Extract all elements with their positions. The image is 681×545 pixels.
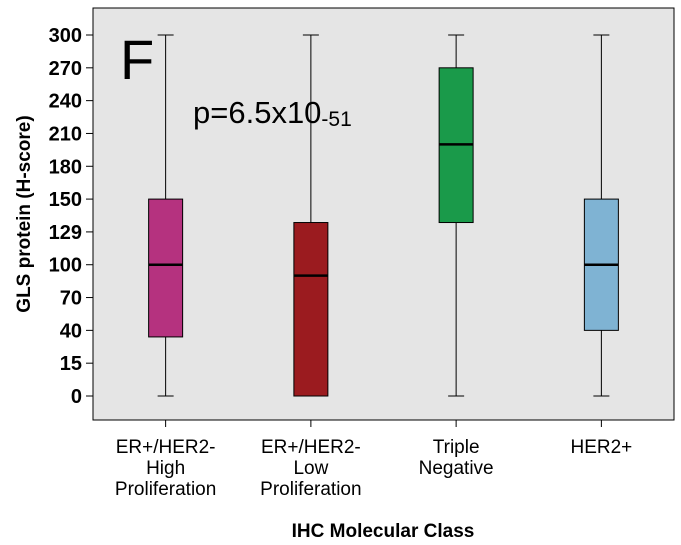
y-tick-label: 270 — [49, 58, 82, 80]
p-value-exponent: -51 — [321, 108, 351, 131]
x-category-label-line: Proliferation — [115, 479, 216, 500]
y-tick-label: 40 — [60, 320, 82, 342]
x-category-label-line: ER+/HER2- — [261, 437, 361, 458]
y-tick-label: 70 — [60, 288, 82, 310]
plot-area — [92, 7, 675, 421]
x-category-label-line: Proliferation — [260, 479, 361, 500]
box-group — [148, 34, 184, 397]
x-category-label: ER+/HER2-High Proliferation — [115, 437, 216, 500]
x-category-label: HER2+ — [570, 437, 632, 458]
box-iqr — [293, 222, 329, 397]
x-category-label-line: ER+/HER2- — [116, 437, 216, 458]
y-tick-label: 129 — [49, 222, 82, 244]
y-tick-label: 100 — [49, 255, 82, 277]
y-axis: 0 15 40 70 100 129 150 180 210 240 270 300 — [49, 25, 93, 408]
y-tick-label: 0 — [71, 386, 82, 408]
y-axis-title: GLS protein (H-score) — [14, 115, 35, 312]
panel-label: F — [120, 28, 154, 91]
y-tick-label: 240 — [49, 91, 82, 113]
y-tick-label: 300 — [49, 25, 82, 47]
x-category-label-line: HER2+ — [570, 437, 632, 458]
p-value-text: p=6.5x10 — [193, 95, 321, 130]
x-category-label-line: Low — [293, 458, 328, 479]
x-category-label: ER+/HER2-Low Proliferation — [260, 437, 361, 500]
y-tick-label: 150 — [49, 189, 82, 211]
y-tick-label: 180 — [49, 156, 82, 178]
box-iqr — [148, 198, 184, 338]
y-tick-label: 15 — [60, 353, 82, 375]
x-category-label-line: Negative — [419, 458, 494, 479]
x-category-label: Triple Negative — [419, 437, 494, 479]
x-category-label-line: Triple — [433, 437, 480, 458]
x-category-label-line: High — [146, 458, 185, 479]
box-group — [293, 34, 329, 397]
box-series — [148, 34, 619, 397]
y-tick-label: 210 — [49, 123, 82, 145]
box-group — [438, 34, 474, 397]
x-axis-title: IHC Molecular Class — [292, 521, 475, 542]
box-group — [583, 34, 619, 397]
p-value-annotation: p=6.5x10-51 — [193, 95, 352, 131]
